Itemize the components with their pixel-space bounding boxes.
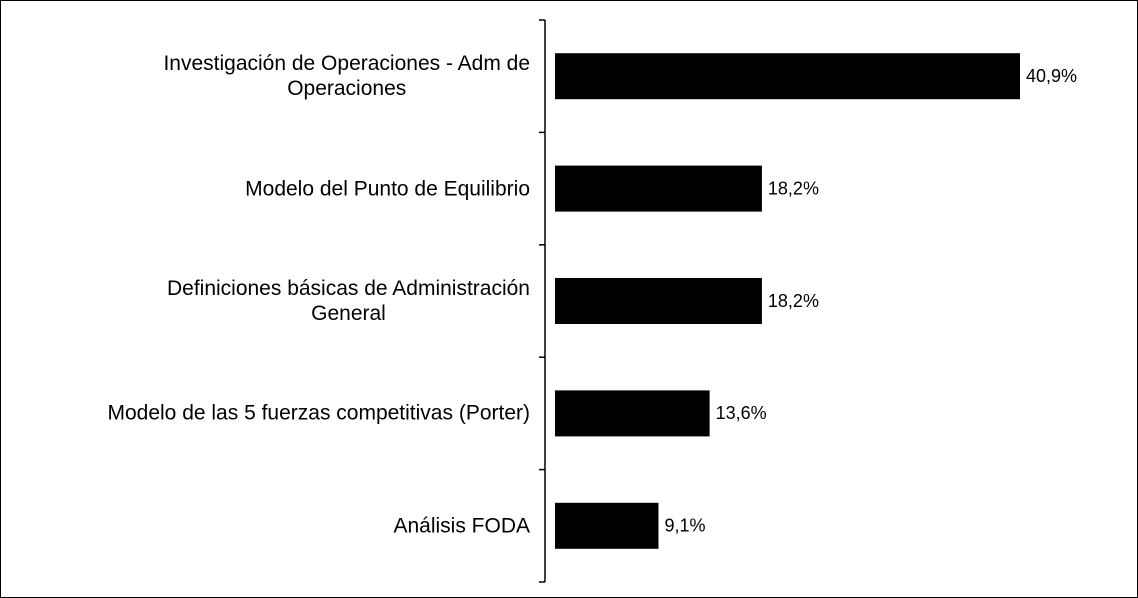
category-label: Modelo de las 5 fuerzas competitivas (Po… [107,401,530,425]
category-label: Modelo del Punto de Equilibrio [245,177,530,200]
value-label: 13,6% [716,403,767,423]
value-label: 18,2% [768,178,819,198]
value-label: 9,1% [664,516,705,536]
category-label: Análisis FODA [393,514,530,538]
bar [555,278,762,324]
value-label: 40,9% [1026,66,1077,86]
bar [555,390,710,437]
bar [555,53,1020,100]
category-label: Investigación de Operaciones - Adm de Op… [163,52,530,101]
bar [555,502,659,549]
bar [555,165,762,212]
category-label: Definiciones básicas de Administración G… [166,276,530,325]
value-label: 18,2% [768,291,819,311]
